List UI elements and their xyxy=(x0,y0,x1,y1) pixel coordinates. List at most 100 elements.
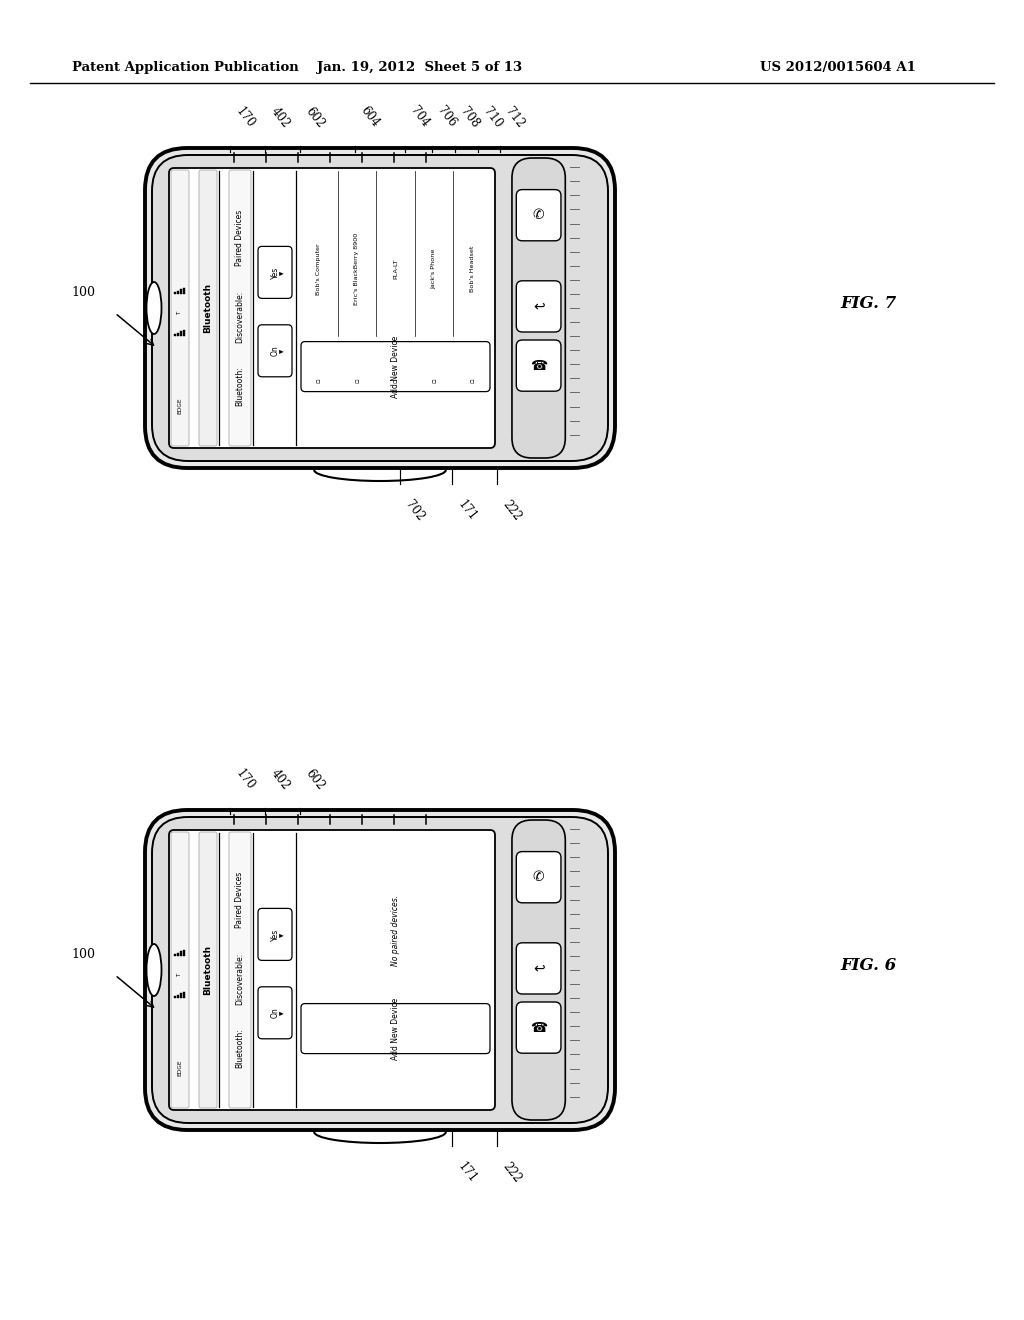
Text: Paired Devices: Paired Devices xyxy=(236,210,245,267)
Text: Bob's Computer: Bob's Computer xyxy=(315,243,321,294)
Bar xyxy=(180,331,182,337)
Bar xyxy=(180,993,182,998)
Text: Add New Device: Add New Device xyxy=(391,998,400,1060)
Text: Bluetooth:: Bluetooth: xyxy=(236,367,245,407)
FancyBboxPatch shape xyxy=(516,190,561,240)
Bar xyxy=(177,994,179,998)
FancyBboxPatch shape xyxy=(169,830,495,1110)
Text: 604: 604 xyxy=(358,104,382,129)
Text: Discoverable:: Discoverable: xyxy=(236,290,245,342)
Text: On: On xyxy=(270,1007,280,1018)
Text: 100: 100 xyxy=(71,949,95,961)
FancyBboxPatch shape xyxy=(516,341,561,391)
Text: ▫: ▫ xyxy=(470,379,476,383)
Text: ▼: ▼ xyxy=(281,1011,286,1015)
Text: Add New Device: Add New Device xyxy=(391,335,400,397)
Bar xyxy=(174,334,176,337)
Text: ↩: ↩ xyxy=(532,300,545,313)
Text: ☎: ☎ xyxy=(530,359,547,372)
Text: US 2012/0015604 A1: US 2012/0015604 A1 xyxy=(760,62,915,74)
Bar xyxy=(174,954,176,956)
Text: ▫: ▫ xyxy=(315,379,322,383)
FancyBboxPatch shape xyxy=(145,148,615,469)
Text: T: T xyxy=(177,312,182,315)
Ellipse shape xyxy=(146,282,162,334)
Bar xyxy=(183,330,185,337)
Text: ▫: ▫ xyxy=(431,379,437,383)
Text: ✆: ✆ xyxy=(532,870,545,884)
Text: Bluetooth: Bluetooth xyxy=(204,945,213,995)
Text: ▫: ▫ xyxy=(354,379,359,383)
Bar xyxy=(177,333,179,337)
Bar xyxy=(183,949,185,956)
Text: Jack's Phone: Jack's Phone xyxy=(431,248,436,289)
Text: 100: 100 xyxy=(71,286,95,300)
Text: 706: 706 xyxy=(435,104,459,129)
Text: Discoverable:: Discoverable: xyxy=(236,952,245,1005)
Bar xyxy=(177,953,179,956)
Text: 402: 402 xyxy=(268,104,292,129)
FancyBboxPatch shape xyxy=(516,281,561,333)
FancyBboxPatch shape xyxy=(301,1003,490,1053)
Text: 170: 170 xyxy=(233,767,257,792)
Text: PLA-LT: PLA-LT xyxy=(393,259,398,279)
Text: Yes: Yes xyxy=(270,267,280,279)
Ellipse shape xyxy=(146,944,162,997)
Bar xyxy=(180,289,182,294)
FancyBboxPatch shape xyxy=(152,154,608,461)
Text: Eric's BlackBerry 8900: Eric's BlackBerry 8900 xyxy=(354,232,359,305)
Text: 171: 171 xyxy=(455,498,479,524)
FancyBboxPatch shape xyxy=(171,170,189,446)
Text: ▼: ▼ xyxy=(281,932,286,936)
Text: 170: 170 xyxy=(233,104,257,129)
FancyBboxPatch shape xyxy=(258,247,292,298)
Text: 702: 702 xyxy=(403,498,427,524)
Text: On: On xyxy=(270,346,280,356)
Text: Bluetooth: Bluetooth xyxy=(204,282,213,333)
Bar xyxy=(177,290,179,294)
Text: Bob's Headset: Bob's Headset xyxy=(470,246,475,292)
FancyBboxPatch shape xyxy=(301,342,490,392)
Text: EDGE: EDGE xyxy=(177,1060,182,1076)
Text: ▫: ▫ xyxy=(392,379,398,383)
Text: 712: 712 xyxy=(503,104,527,129)
Bar xyxy=(174,997,176,998)
Text: EDGE: EDGE xyxy=(177,397,182,414)
FancyBboxPatch shape xyxy=(258,987,292,1039)
FancyBboxPatch shape xyxy=(171,832,189,1107)
Text: No paired devices.: No paired devices. xyxy=(391,895,400,966)
FancyBboxPatch shape xyxy=(512,820,565,1119)
FancyBboxPatch shape xyxy=(258,325,292,376)
Text: 710: 710 xyxy=(481,104,505,129)
Text: Jan. 19, 2012  Sheet 5 of 13: Jan. 19, 2012 Sheet 5 of 13 xyxy=(317,62,522,74)
Text: FIG. 6: FIG. 6 xyxy=(840,957,896,974)
FancyBboxPatch shape xyxy=(229,832,251,1107)
FancyBboxPatch shape xyxy=(516,942,561,994)
Text: 171: 171 xyxy=(455,1160,479,1185)
FancyBboxPatch shape xyxy=(145,810,615,1130)
Text: 708: 708 xyxy=(458,104,482,129)
FancyBboxPatch shape xyxy=(199,832,217,1107)
Text: T: T xyxy=(177,974,182,977)
Text: ▼: ▼ xyxy=(281,348,286,352)
Text: ↩: ↩ xyxy=(532,961,545,975)
FancyBboxPatch shape xyxy=(169,168,495,447)
Text: 222: 222 xyxy=(500,1160,524,1185)
FancyBboxPatch shape xyxy=(258,908,292,961)
Text: 222: 222 xyxy=(500,498,524,524)
Text: FIG. 7: FIG. 7 xyxy=(840,294,896,312)
Text: 602: 602 xyxy=(303,104,327,129)
Text: ✆: ✆ xyxy=(532,209,545,222)
Text: 602: 602 xyxy=(303,767,327,792)
Bar xyxy=(183,288,185,294)
Bar xyxy=(174,292,176,294)
Bar xyxy=(180,950,182,956)
FancyBboxPatch shape xyxy=(229,170,251,446)
Text: 704: 704 xyxy=(408,104,432,129)
Text: Paired Devices: Paired Devices xyxy=(236,873,245,928)
Text: Yes: Yes xyxy=(270,928,280,941)
Bar xyxy=(183,991,185,998)
FancyBboxPatch shape xyxy=(516,1002,561,1053)
Text: 402: 402 xyxy=(268,767,292,792)
FancyBboxPatch shape xyxy=(516,851,561,903)
